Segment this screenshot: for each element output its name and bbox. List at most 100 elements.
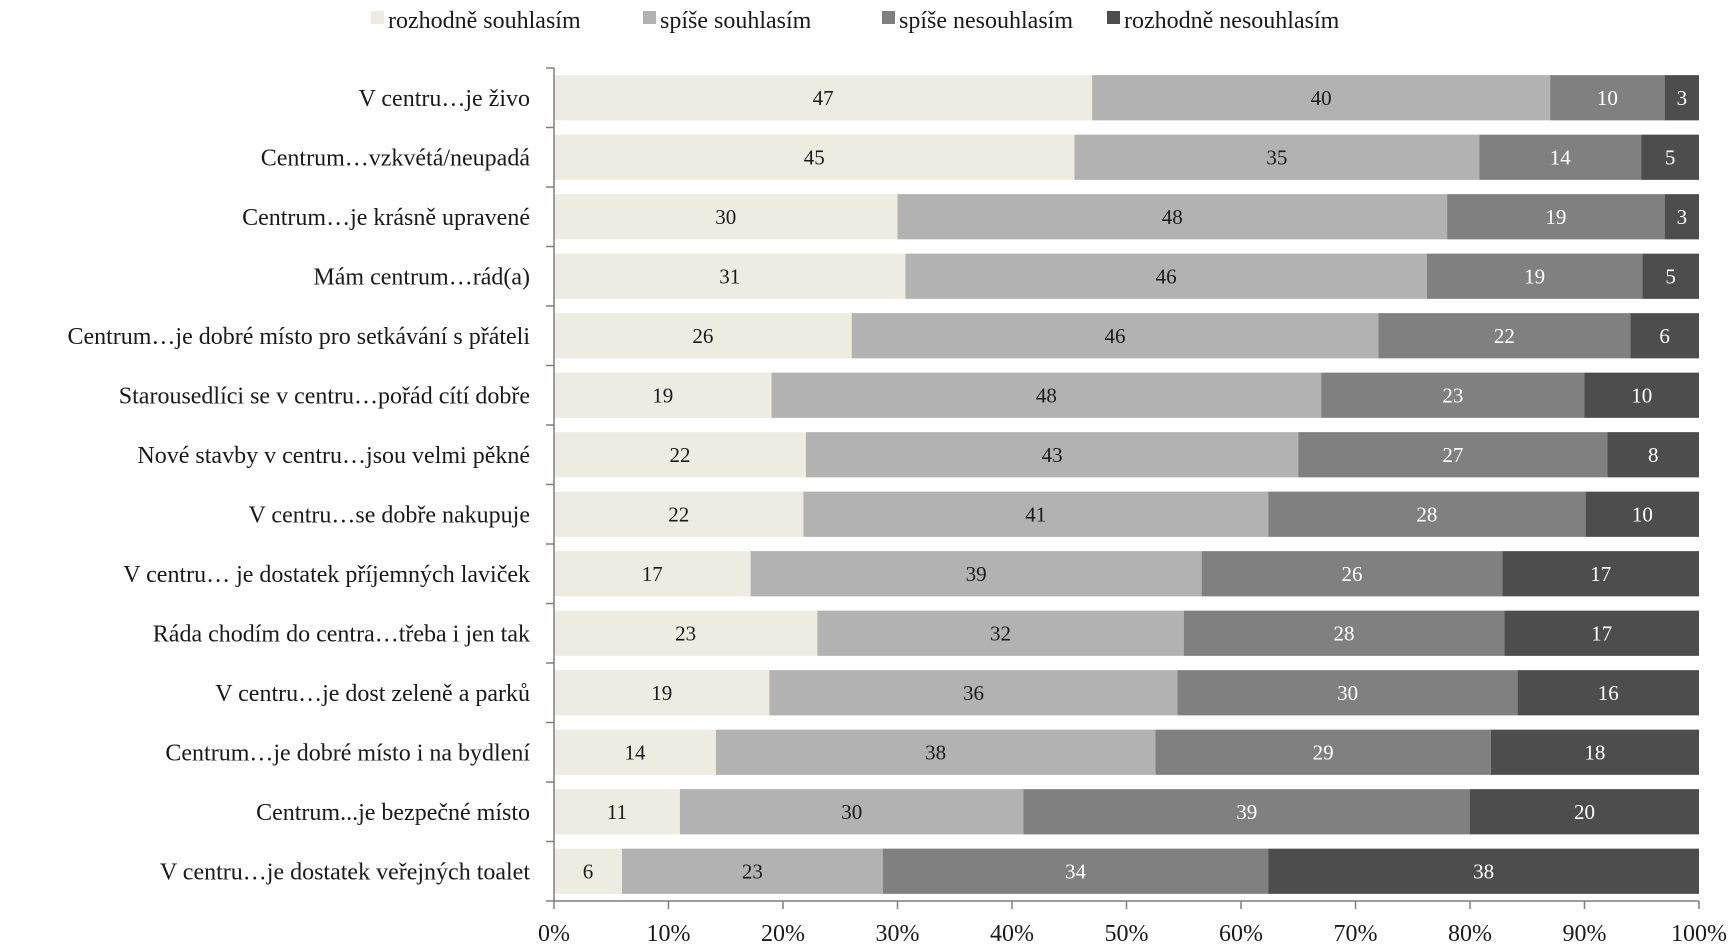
x-tick-label: 90% <box>1563 921 1607 947</box>
category-label: V centru…je živo <box>358 86 530 112</box>
category-label: V centru… je dostatek příjemných laviček <box>123 562 530 588</box>
category-label: Centrum…je dobré místo pro setkávání s p… <box>67 324 530 350</box>
data-label: 17 <box>1590 562 1611 586</box>
category-label: Mám centrum…rád(a) <box>313 264 530 290</box>
data-label: 3 <box>1677 205 1688 229</box>
bar-row: 19 36 30 16 <box>554 670 1699 715</box>
data-label: 16 <box>1598 681 1619 705</box>
data-label: 10 <box>1597 86 1618 110</box>
category-label: V centru…se dobře nakupuje <box>249 502 530 528</box>
data-label: 17 <box>1591 621 1612 645</box>
data-label: 48 <box>1162 205 1183 229</box>
x-tick-label: 100% <box>1671 921 1727 947</box>
category-label: Centrum…je dobré místo i na bydlení <box>165 740 530 766</box>
legend-swatch <box>371 11 384 24</box>
data-label: 43 <box>1042 443 1063 467</box>
bar-row: 23 32 28 17 <box>554 611 1699 656</box>
data-label: 22 <box>669 443 690 467</box>
bars: 47 40 10 3 45 35 14 5 30 48 19 3 31 46 19 5 26 46 22 6 19 48 2… <box>554 75 1699 894</box>
category-label: Ráda chodím do centra…třeba i jen tak <box>153 621 530 647</box>
data-label: 26 <box>692 324 713 348</box>
data-label: 35 <box>1266 145 1287 169</box>
data-label: 31 <box>719 264 740 288</box>
x-tick-label: 10% <box>647 921 691 947</box>
data-label: 3 <box>1677 86 1688 110</box>
category-label: Centrum…vzkvétá/neupadá <box>261 145 531 171</box>
x-tick-label: 50% <box>1105 921 1149 947</box>
data-label: 28 <box>1334 621 1355 645</box>
legend-swatch <box>1107 11 1120 24</box>
data-label: 47 <box>813 86 834 110</box>
legend-label: rozhodně nesouhlasím <box>1124 8 1340 34</box>
bar-row: 22 41 28 10 <box>554 492 1699 537</box>
data-label: 34 <box>1065 859 1087 883</box>
data-label: 30 <box>841 800 862 824</box>
data-label: 22 <box>668 502 689 526</box>
bar-row: 26 46 22 6 <box>554 313 1699 358</box>
data-label: 14 <box>624 740 646 764</box>
data-label: 27 <box>1442 443 1463 467</box>
data-label: 5 <box>1665 264 1676 288</box>
x-tick-label: 60% <box>1219 921 1263 947</box>
data-label: 36 <box>963 681 984 705</box>
bar-row: 22 43 27 8 <box>554 432 1699 477</box>
data-label: 40 <box>1311 86 1332 110</box>
bar-row: 11 30 39 20 <box>554 789 1699 834</box>
data-label: 46 <box>1156 264 1177 288</box>
x-tick-label: 80% <box>1448 921 1492 947</box>
bar-row: 31 46 19 5 <box>554 254 1699 299</box>
data-label: 19 <box>651 681 672 705</box>
category-label: Nové stavby v centru…jsou velmi pěkné <box>137 443 530 469</box>
data-label: 22 <box>1494 324 1515 348</box>
legend-item: rozhodně nesouhlasím <box>1107 8 1340 34</box>
data-label: 23 <box>675 621 696 645</box>
data-label: 6 <box>1659 324 1670 348</box>
bar-row: 6 23 34 38 <box>554 849 1699 894</box>
legend-swatch <box>643 11 656 24</box>
data-label: 30 <box>1337 681 1358 705</box>
bar-row: 30 48 19 3 <box>554 194 1699 239</box>
data-label: 39 <box>966 562 987 586</box>
data-label: 23 <box>742 859 763 883</box>
legend: rozhodně souhlasím spíše souhlasím spíše n… <box>371 8 1340 34</box>
data-label: 20 <box>1574 800 1595 824</box>
category-label: Centrum…je krásně upravené <box>242 205 530 231</box>
data-label: 10 <box>1631 383 1652 407</box>
bar-row: 19 48 23 10 <box>554 373 1699 418</box>
legend-label: spíše souhlasím <box>660 8 812 34</box>
data-label: 6 <box>583 859 594 883</box>
category-label: Centrum...je bezpečné místo <box>256 800 530 826</box>
data-label: 32 <box>990 621 1011 645</box>
data-label: 8 <box>1648 443 1659 467</box>
legend-swatch <box>882 11 895 24</box>
data-label: 48 <box>1036 383 1057 407</box>
data-label: 45 <box>804 145 825 169</box>
data-label: 28 <box>1416 502 1437 526</box>
data-label: 29 <box>1313 740 1334 764</box>
data-label: 39 <box>1236 800 1257 824</box>
data-label: 10 <box>1632 502 1653 526</box>
data-label: 38 <box>925 740 946 764</box>
x-tick-label: 20% <box>761 921 805 947</box>
category-label: Starousedlíci se v centru…pořád cítí dob… <box>119 383 530 409</box>
x-tick-label: 40% <box>990 921 1034 947</box>
category-label: V centru…je dost zeleně a parků <box>215 681 530 707</box>
x-tick-label: 30% <box>876 921 920 947</box>
data-label: 23 <box>1442 383 1463 407</box>
x-tick-label: 70% <box>1334 921 1378 947</box>
data-label: 41 <box>1025 502 1046 526</box>
legend-item: rozhodně souhlasím <box>371 8 581 34</box>
data-label: 19 <box>652 383 673 407</box>
legend-label: rozhodně souhlasím <box>388 8 581 34</box>
data-label: 26 <box>1342 562 1363 586</box>
data-label: 5 <box>1665 145 1676 169</box>
bar-row: 17 39 26 17 <box>554 551 1699 596</box>
data-label: 46 <box>1105 324 1126 348</box>
legend-label: spíše nesouhlasím <box>899 8 1073 34</box>
data-label: 17 <box>642 562 663 586</box>
legend-item: spíše souhlasím <box>643 8 812 34</box>
data-label: 19 <box>1545 205 1566 229</box>
legend-item: spíše nesouhlasím <box>882 8 1073 34</box>
data-label: 11 <box>607 800 627 824</box>
